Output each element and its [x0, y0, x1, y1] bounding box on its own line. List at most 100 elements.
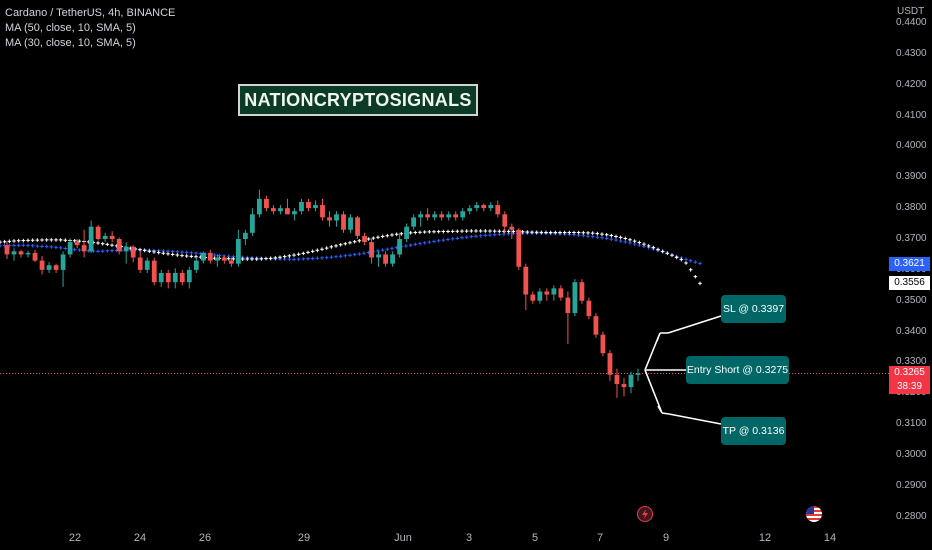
ma-point: [595, 235, 600, 240]
ma-point: [544, 230, 548, 235]
ma-point: [464, 229, 469, 233]
tp-callout[interactable]: TP @ 0.3136: [721, 417, 786, 445]
currency-label: USDT: [897, 6, 925, 17]
ma-point: [49, 238, 54, 242]
ma-point: [474, 229, 478, 233]
watermark-logo: NATIONCRYPTOSIGNALS: [238, 84, 478, 116]
ma-point: [418, 230, 422, 235]
ma-point: [110, 243, 114, 247]
ma-point: [324, 255, 329, 260]
ma-point: [0, 243, 2, 248]
ma-point: [100, 241, 105, 246]
candle: [509, 223, 515, 239]
candle: [376, 251, 381, 267]
tp-connector: [668, 413, 722, 425]
ma-point: [348, 240, 352, 245]
ma-point: [665, 251, 670, 256]
ma-point: [296, 257, 301, 261]
ma-point: [58, 238, 63, 242]
candle: [544, 288, 550, 301]
ma-point: [357, 252, 362, 256]
ma-point: [352, 239, 357, 244]
candle: [341, 211, 346, 233]
candle: [467, 205, 473, 215]
candle: [551, 285, 557, 301]
ma-point: [595, 231, 600, 236]
ma-point: [586, 234, 590, 238]
price-tick-label: 0.3400: [896, 325, 927, 337]
ma-point: [21, 238, 26, 243]
ma-point: [478, 233, 483, 238]
ma-point: [436, 238, 441, 243]
ma-point: [142, 248, 147, 253]
ma-point: [30, 238, 35, 242]
ma-point: [310, 256, 315, 261]
ma-point: [618, 235, 623, 240]
ma-point: [72, 238, 77, 243]
ma-point: [483, 233, 488, 238]
candle: [579, 279, 585, 304]
ma-point: [254, 257, 259, 261]
current-price-value: 0.3265: [894, 367, 925, 378]
candle: [235, 229, 241, 267]
price-tick-label: 0.3700: [896, 233, 927, 244]
tp-arrow: [644, 369, 670, 415]
ma-point: [422, 241, 427, 245]
us-flag-event-icon[interactable]: [806, 506, 822, 522]
ma-point: [399, 231, 404, 236]
candle: [81, 229, 87, 258]
ma-point: [474, 234, 478, 239]
ma-point: [58, 246, 63, 250]
legend-ma-30: MA (30, close, 10, SMA, 5): [5, 37, 136, 49]
lightning-event-icon[interactable]: [637, 506, 653, 522]
ma-point: [646, 244, 651, 248]
ma-point: [105, 249, 110, 253]
candle: [18, 249, 24, 258]
ma-point: [590, 234, 595, 239]
ma-point: [189, 254, 194, 259]
ma-point: [404, 244, 408, 248]
ma-point: [548, 230, 553, 235]
ma-point: [660, 249, 665, 254]
ma-point: [464, 235, 469, 239]
ma-point: [166, 252, 170, 256]
time-tick-label: 26: [198, 532, 212, 544]
ma-point: [21, 243, 26, 248]
candle: [516, 228, 522, 270]
ma-point: [698, 281, 702, 286]
candle: [488, 201, 494, 212]
candle: [249, 208, 255, 236]
ma-point: [264, 256, 268, 261]
ma-point: [450, 237, 455, 241]
ma-point: [170, 249, 175, 254]
ma-point: [394, 232, 399, 237]
ma-point: [180, 253, 184, 258]
sl-callout[interactable]: SL @ 0.3397: [721, 295, 786, 323]
price-tick-label: 0.3900: [896, 171, 927, 183]
chart-legend: Cardano / TetherUS, 4h, BINANCE MA (50, …: [5, 6, 175, 51]
legend-symbol: Cardano / TetherUS, 4h, BINANCE: [5, 7, 176, 19]
ma-point: [539, 230, 544, 235]
candle: [4, 242, 10, 260]
candle: [460, 208, 466, 221]
ma-point: [380, 234, 385, 239]
ma-point: [16, 238, 21, 243]
ma-point: [371, 236, 376, 240]
ma-point: [698, 261, 702, 266]
ma-point: [259, 257, 264, 261]
ma-point: [334, 254, 338, 259]
candle: [628, 371, 634, 394]
ma-point: [530, 230, 534, 234]
candle: [186, 266, 192, 289]
candle: [621, 377, 627, 397]
ma-point: [450, 229, 455, 234]
ma-point: [49, 245, 54, 249]
ma-point: [63, 246, 68, 251]
ma-point: [310, 249, 315, 254]
ma-point: [460, 229, 464, 233]
entry-callout[interactable]: Entry Short @ 0.3275: [686, 356, 789, 384]
sl-connector: [667, 315, 722, 334]
ma-point: [338, 254, 343, 259]
ma-point: [30, 243, 35, 248]
